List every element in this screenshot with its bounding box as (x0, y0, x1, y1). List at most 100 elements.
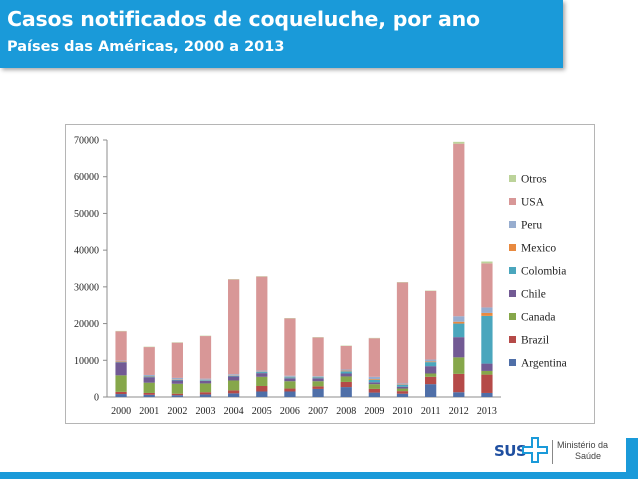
legend-label-brazil: Brazil (521, 335, 549, 347)
bar-usa-2012 (453, 143, 465, 317)
bar-usa-2009 (368, 338, 380, 377)
bar-canada-2007 (312, 381, 324, 387)
x-tick-label-2008: 2008 (336, 406, 356, 417)
bar-canada-2001 (143, 382, 155, 393)
bar-canada-2012 (453, 357, 465, 374)
x-tick-label-2007: 2007 (308, 406, 328, 417)
bar-peru-2000 (115, 360, 127, 362)
bar-canada-2013 (481, 370, 493, 375)
y-tick-label: 40000 (74, 246, 99, 257)
bar-chile-2011 (425, 366, 437, 374)
bar-mexico-2013 (481, 312, 493, 316)
bar-usa-2006 (284, 318, 296, 376)
bar-chile-2012 (453, 337, 465, 358)
bar-argentina-2007 (312, 388, 324, 397)
bar-mexico-2000 (115, 361, 127, 363)
bar-canada-2011 (425, 373, 437, 377)
bar-usa-2013 (481, 263, 493, 308)
legend-label-peru: Peru (521, 220, 542, 232)
bar-chile-2004 (228, 376, 240, 381)
bar-argentina-2006 (284, 391, 296, 397)
bar-peru-2003 (199, 378, 212, 380)
legend-swatch-argentina (509, 359, 516, 366)
bar-canada-2009 (368, 384, 380, 389)
bar-argentina-2002 (171, 395, 183, 397)
bar-chile-2001 (143, 377, 155, 383)
bar-canada-2000 (115, 375, 127, 392)
bar-canada-2010 (396, 388, 409, 392)
x-tick-label-2009: 2009 (364, 406, 384, 417)
bar-argentina-2011 (425, 384, 437, 397)
bar-colombia-2011 (425, 362, 437, 367)
bar-mexico-2012 (453, 321, 465, 324)
chart-frame: 0 10000 20000 30000 40000 50000 60000 70000 2000… (65, 124, 595, 424)
bar-argentina-2009 (368, 392, 380, 397)
bar-mexico-2009 (368, 379, 380, 380)
x-tick-label-2006: 2006 (280, 406, 300, 417)
bar-usa-2008 (340, 345, 352, 370)
sus-logo: SUS (494, 442, 527, 460)
ministry-line-2: Saúde (575, 451, 602, 461)
bar-mexico-2008 (340, 370, 352, 372)
bar-brazil-2011 (425, 376, 437, 385)
legend-label-otros: Otros (521, 174, 547, 186)
bar-usa-2007 (312, 337, 324, 377)
bar-argentina-2005 (256, 391, 268, 397)
bar-chile-2000 (115, 362, 127, 376)
x-tick-label-2012: 2012 (449, 406, 469, 417)
bar-mexico-2011 (425, 361, 437, 363)
legend-swatch-otros (509, 175, 516, 182)
legend-label-chile: Chile (521, 289, 546, 301)
page-subtitle: Países das Américas, 2000 a 2013 (7, 39, 285, 55)
bar-canada-2006 (284, 381, 296, 389)
x-tick-label-2010: 2010 (393, 406, 413, 417)
bar-argentina-2000 (115, 394, 127, 397)
legend-swatch-canada (509, 313, 516, 320)
x-tick-label-2013: 2013 (477, 406, 497, 417)
bar-colombia-2013 (481, 315, 493, 364)
legend-label-canada: Canada (521, 312, 555, 324)
x-tick-label-2004: 2004 (224, 406, 244, 417)
x-tick-label-2011: 2011 (421, 406, 441, 417)
bar-chile-2006 (284, 378, 296, 382)
bar-peru-2008 (340, 369, 352, 371)
bar-brazil-2012 (453, 373, 465, 393)
bar-brazil-2003 (199, 392, 212, 395)
x-tick-label-2001: 2001 (139, 406, 159, 417)
bar-usa-2000 (115, 331, 127, 361)
bar-argentina-2008 (340, 387, 352, 397)
y-tick-label: 10000 (74, 356, 99, 367)
bar-canada-2008 (340, 376, 352, 382)
page-title: Casos notificados de coqueluche, por ano (7, 7, 480, 31)
bar-usa-2010 (396, 282, 409, 384)
bar-chile-2009 (368, 382, 380, 385)
bar-colombia-2001 (143, 376, 155, 378)
footer-bar (0, 472, 638, 479)
bar-argentina-2010 (396, 393, 409, 397)
bar-chile-2010 (396, 386, 409, 389)
bar-peru-2010 (396, 383, 409, 385)
bar-argentina-2003 (199, 394, 212, 397)
bar-brazil-2000 (115, 391, 127, 395)
bar-peru-2002 (171, 377, 183, 380)
bar-chile-2007 (312, 378, 324, 382)
x-tick-label-2000: 2000 (111, 406, 131, 417)
bar-argentina-2004 (228, 393, 240, 397)
bar-colombia-2007 (312, 377, 324, 379)
bar-brazil-2001 (143, 392, 155, 395)
bar-brazil-2004 (228, 390, 240, 394)
y-tick-label: 20000 (74, 319, 99, 330)
bar-colombia-2005 (256, 372, 268, 374)
bar-chile-2002 (171, 380, 183, 384)
bar-chile-2005 (256, 373, 268, 377)
y-tick-label: 70000 (74, 136, 99, 147)
bar-peru-2011 (425, 359, 437, 362)
bar-canada-2005 (256, 376, 268, 386)
bar-colombia-2010 (396, 384, 409, 387)
bar-peru-2007 (312, 376, 324, 377)
bar-argentina-2001 (143, 394, 155, 397)
bar-chile-2003 (199, 380, 212, 384)
bar-otros-2013 (481, 261, 493, 264)
bar-colombia-2012 (453, 323, 465, 338)
bar-usa-2004 (228, 279, 240, 375)
